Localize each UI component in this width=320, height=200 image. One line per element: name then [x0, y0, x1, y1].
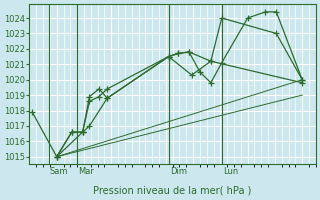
X-axis label: Pression niveau de la mer( hPa ): Pression niveau de la mer( hPa ) — [93, 186, 252, 196]
Text: Dim: Dim — [170, 167, 187, 176]
Text: Sam: Sam — [50, 167, 68, 176]
Text: Mar: Mar — [78, 167, 94, 176]
Text: Lun: Lun — [223, 167, 238, 176]
